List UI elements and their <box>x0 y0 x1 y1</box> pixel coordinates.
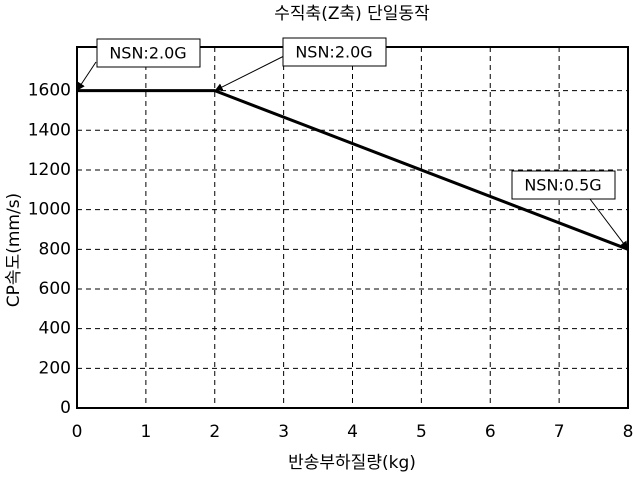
x-tick-label: 8 <box>623 422 633 442</box>
annotation-box <box>96 38 201 68</box>
y-tick-label: 0 <box>60 398 71 418</box>
y-tick-label: 200 <box>39 358 71 378</box>
annotation-text: NSN:2.0G <box>295 43 372 62</box>
y-tick-label: 600 <box>39 279 71 299</box>
y-tick-label: 1600 <box>28 81 71 101</box>
x-tick-label: 0 <box>72 422 83 442</box>
annotation-arrow <box>76 61 97 91</box>
x-tick-label: 2 <box>209 422 220 442</box>
annotation-arrow <box>589 198 629 250</box>
x-tick-label: 5 <box>416 422 427 442</box>
chart-title: 수직축(Z축) 단일동작 <box>274 4 430 24</box>
y-axis-label: CP속도(mm/s) <box>4 193 24 307</box>
x-tick-label: 3 <box>278 422 289 442</box>
annotation-arrow <box>214 54 287 92</box>
annotation-text: NSN:0.5G <box>524 176 601 195</box>
annotation-box <box>511 170 616 200</box>
x-tick-label: 6 <box>485 422 496 442</box>
x-tick-label: 7 <box>554 422 565 442</box>
annotation-text: NSN:2.0G <box>109 44 186 63</box>
x-axis-label: 반송부하질량(kg) <box>288 453 416 473</box>
annotation-box <box>282 37 387 67</box>
y-tick-label: 1200 <box>28 160 71 180</box>
y-tick-label: 1400 <box>28 120 71 140</box>
y-tick-label: 400 <box>39 319 71 339</box>
x-tick-label: 4 <box>347 422 358 442</box>
y-tick-label: 1000 <box>28 200 71 220</box>
y-tick-label: 800 <box>39 239 71 259</box>
x-tick-label: 1 <box>140 422 151 442</box>
